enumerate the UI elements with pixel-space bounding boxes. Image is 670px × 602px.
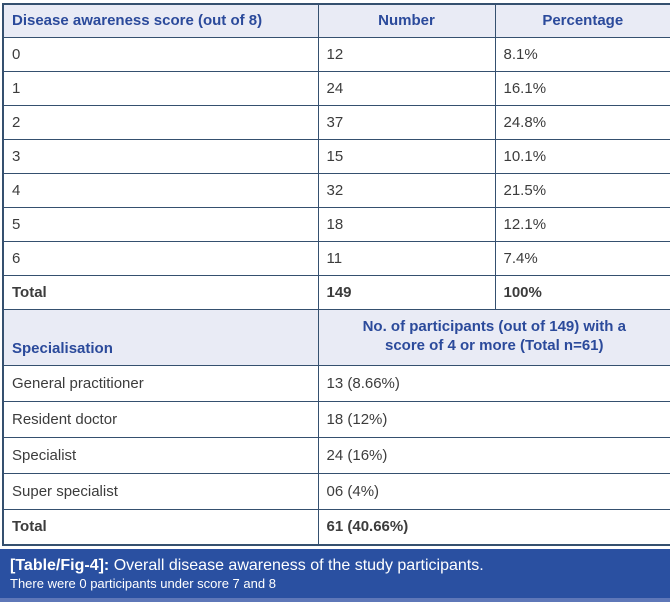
value-cell: 18 (12%) (317, 400, 670, 438)
score-cell: 6 (2, 240, 319, 276)
value-cell: 24 (16%) (317, 436, 670, 474)
score-cell: 0 (2, 36, 319, 72)
awareness-table: Disease awareness score (out of 8) Numbe… (2, 3, 670, 546)
table1-header-row: Disease awareness score (out of 8) Numbe… (2, 3, 670, 38)
specialisation-cell: Super specialist (2, 472, 319, 510)
table-row: General practitioner 13 (8.66%) (2, 364, 670, 402)
percentage-cell: 24.8% (494, 104, 670, 140)
table2-total-row: Total 61 (40.66%) (2, 508, 670, 546)
table2-header-specialisation: Specialisation (2, 308, 319, 366)
table-row: 3 15 10.1% (2, 138, 670, 174)
specialisation-cell: Specialist (2, 436, 319, 474)
caption-text: Overall disease awareness of the study p… (109, 557, 484, 574)
table2-header-row: Specialisation No. of participants (out … (2, 308, 670, 366)
number-cell: 12 (317, 36, 496, 72)
total-number-cell: 149 (317, 274, 496, 310)
table-wrap: Disease awareness score (out of 8) Numbe… (2, 3, 670, 546)
table-row: Specialist 24 (16%) (2, 436, 670, 474)
specialisation-cell: General practitioner (2, 364, 319, 402)
total-value-cell: 61 (40.66%) (317, 508, 670, 546)
number-cell: 18 (317, 206, 496, 242)
table-row: 5 18 12.1% (2, 206, 670, 242)
number-cell: 32 (317, 172, 496, 208)
total-label-cell: Total (2, 274, 319, 310)
table-row: 1 24 16.1% (2, 70, 670, 106)
percentage-cell: 12.1% (494, 206, 670, 242)
caption-tag: [Table/Fig-4]: (10, 557, 110, 574)
table-row: 6 11 7.4% (2, 240, 670, 276)
table-row: 2 37 24.8% (2, 104, 670, 140)
total-percentage-cell: 100% (494, 274, 670, 310)
percentage-cell: 7.4% (494, 240, 670, 276)
number-cell: 37 (317, 104, 496, 140)
score-cell: 4 (2, 172, 319, 208)
table-row: Super specialist 06 (4%) (2, 472, 670, 510)
caption-title: [Table/Fig-4]: Overall disease awareness… (10, 556, 660, 576)
percentage-cell: 10.1% (494, 138, 670, 174)
total-label-cell: Total (2, 508, 319, 546)
score-cell: 3 (2, 138, 319, 174)
table-row: Resident doctor 18 (12%) (2, 400, 670, 438)
table1-header-score: Disease awareness score (out of 8) (2, 3, 319, 38)
table1-total-row: Total 149 100% (2, 274, 670, 310)
table1-header-number: Number (317, 3, 496, 38)
percentage-cell: 8.1% (494, 36, 670, 72)
value-cell: 06 (4%) (317, 472, 670, 510)
percentage-cell: 21.5% (494, 172, 670, 208)
table2-header-value: No. of participants (out of 149) with a … (317, 308, 670, 366)
caption-note: There were 0 participants under score 7 … (10, 576, 276, 591)
table-row: 0 12 8.1% (2, 36, 670, 72)
caption-bar: [Table/Fig-4]: Overall disease awareness… (0, 549, 670, 602)
table-row: 4 32 21.5% (2, 172, 670, 208)
table1-header-percentage: Percentage (494, 3, 670, 38)
number-cell: 11 (317, 240, 496, 276)
score-cell: 5 (2, 206, 319, 242)
value-cell: 13 (8.66%) (317, 364, 670, 402)
score-cell: 2 (2, 104, 319, 140)
percentage-cell: 16.1% (494, 70, 670, 106)
number-cell: 24 (317, 70, 496, 106)
number-cell: 15 (317, 138, 496, 174)
score-cell: 1 (2, 70, 319, 106)
specialisation-cell: Resident doctor (2, 400, 319, 438)
